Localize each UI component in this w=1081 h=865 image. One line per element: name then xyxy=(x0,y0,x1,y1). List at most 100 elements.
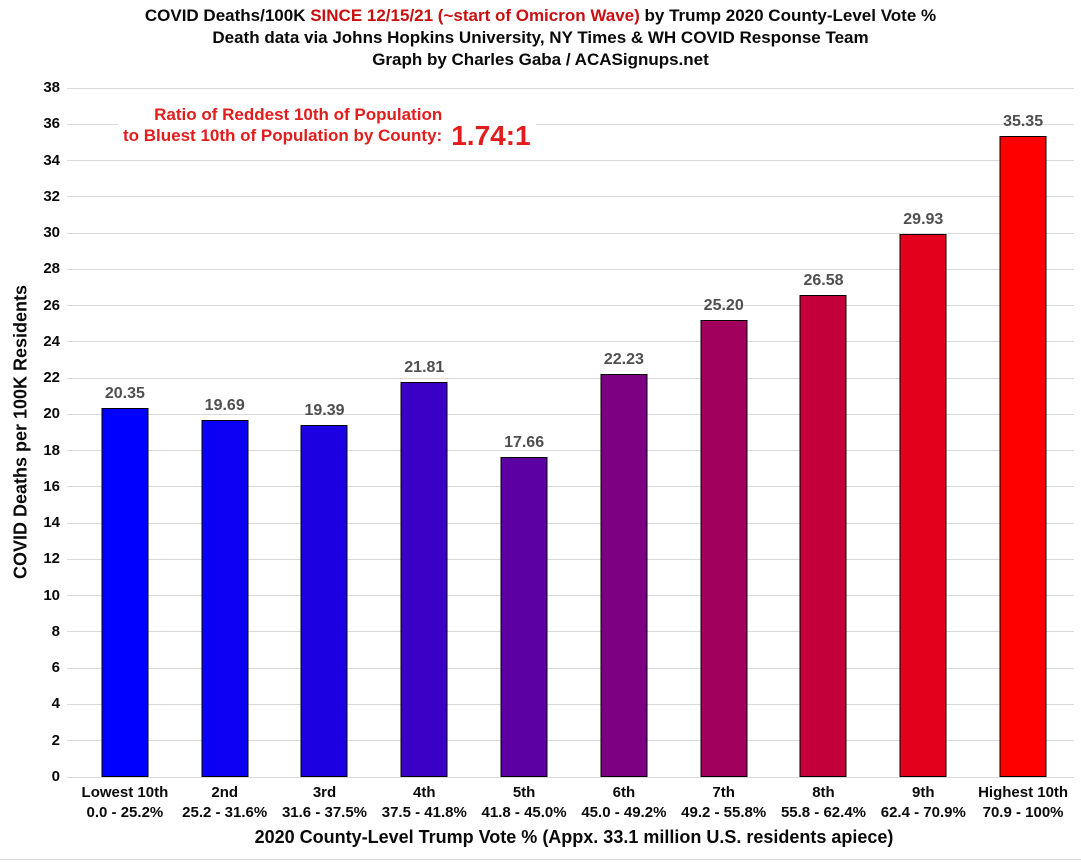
bar-value-label: 22.23 xyxy=(603,350,644,368)
x-category-label: 9th 62.4 - 70.9% xyxy=(873,783,973,823)
x-category-label: 2nd 25.2 - 31.6% xyxy=(175,783,275,823)
title-part1: COVID Deaths/100K xyxy=(144,6,311,25)
y-tick-label: 28 xyxy=(43,260,60,278)
y-tick-label: 2 xyxy=(51,731,60,749)
x-category-name: 4th xyxy=(413,784,436,801)
y-gridline xyxy=(67,776,1074,778)
x-category-name: Highest 10th xyxy=(978,784,1069,801)
bar-slot: 19.69 xyxy=(175,88,275,777)
y-tick-label: 0 xyxy=(51,768,60,785)
y-gridline xyxy=(67,341,1074,343)
y-gridline xyxy=(67,196,1074,198)
y-tick-label: 6 xyxy=(51,659,60,677)
x-category-range: 49.2 - 55.8% xyxy=(681,804,767,821)
x-axis-labels: Lowest 10th 0.0 - 25.2% 2nd 25.2 - 31.6% 3rd… xyxy=(75,783,1073,823)
bar-value-label: 21.81 xyxy=(404,358,445,376)
y-tick-label: 16 xyxy=(43,477,60,495)
y-tick-label: 24 xyxy=(43,332,60,350)
bar-value-label: 20.35 xyxy=(104,385,145,403)
ratio-annotation-text: Ratio of Reddest 10th of Population to B… xyxy=(123,104,442,146)
y-tick-label: 18 xyxy=(43,441,60,459)
bar-slot: 29.93 xyxy=(873,88,973,777)
bar-value-label: 17.66 xyxy=(504,433,545,451)
title-part2: by Trump 2020 County-Level Vote % xyxy=(639,6,937,25)
bar-value-label: 35.35 xyxy=(1003,113,1044,131)
x-category-range: 41.8 - 45.0% xyxy=(481,804,567,821)
x-category-range: 55.8 - 62.4% xyxy=(780,804,866,821)
x-category-label: 4th 37.5 - 41.8% xyxy=(374,783,474,823)
y-gridline xyxy=(67,595,1074,597)
bar-3 xyxy=(300,425,348,777)
y-tick-label: 20 xyxy=(43,405,60,423)
bar-value-label: 29.93 xyxy=(903,211,944,229)
y-tick-label: 22 xyxy=(43,369,60,387)
x-category-name: 9th xyxy=(912,784,935,801)
x-category-label: 7th 49.2 - 55.8% xyxy=(674,783,774,823)
y-gridline xyxy=(67,703,1074,705)
x-category-label: Highest 10th 70.9 - 100% xyxy=(973,783,1073,823)
y-tick-label: 32 xyxy=(43,187,60,205)
bar-slot: 19.39 xyxy=(275,88,375,777)
x-category-name: 8th xyxy=(812,784,835,801)
bar-8 xyxy=(799,295,847,777)
y-tick-label: 8 xyxy=(51,622,60,640)
title-highlight: SINCE 12/15/21 (~start of Omicron Wave) xyxy=(310,6,640,25)
x-category-name: 5th xyxy=(512,784,536,801)
bar-7 xyxy=(700,320,748,777)
plot-area: 20.35 19.69 19.39 21.81 17.66 22.23 25.20 26.58… xyxy=(67,87,1074,778)
bar-value-label: 19.69 xyxy=(204,397,245,414)
x-category-name: 2nd xyxy=(211,784,239,801)
chart-frame-bottom-edge xyxy=(0,859,1081,860)
chart-title-line1: COVID Deaths/100K SINCE 12/15/21 (~start… xyxy=(0,5,1081,27)
y-tick-label: 10 xyxy=(43,586,60,604)
y-gridline xyxy=(67,631,1074,633)
y-gridline xyxy=(67,450,1074,452)
y-tick-label: 12 xyxy=(43,550,60,568)
x-category-name: Lowest 10th xyxy=(81,784,169,801)
x-category-name: 6th xyxy=(612,784,636,801)
y-axis-title: COVID Deaths per 100K Residents xyxy=(10,284,31,580)
bar-6 xyxy=(600,373,648,777)
y-tick-label: 34 xyxy=(43,151,60,169)
y-gridline xyxy=(67,522,1074,524)
y-gridline xyxy=(67,232,1074,234)
bar-value-label: 25.20 xyxy=(703,297,744,315)
y-gridline xyxy=(67,87,1074,89)
bar-slot: 26.58 xyxy=(774,88,874,777)
ratio-value: 1.74:1 xyxy=(451,120,531,151)
bar-10 xyxy=(999,136,1047,777)
y-gridline xyxy=(67,160,1074,162)
x-category-label: 3rd 31.6 - 37.5% xyxy=(275,783,375,823)
x-category-label: 5th 41.8 - 45.0% xyxy=(474,783,574,823)
y-gridline xyxy=(67,740,1074,742)
x-category-range: 0.0 - 25.2% xyxy=(86,804,164,821)
x-category-range: 37.5 - 41.8% xyxy=(381,804,467,821)
chart-title-block: COVID Deaths/100K SINCE 12/15/21 (~start… xyxy=(0,5,1081,71)
x-category-range: 70.9 - 100% xyxy=(982,804,1064,821)
chart-title-line2: Death data via Johns Hopkins University,… xyxy=(212,28,869,47)
bar-value-label: 19.39 xyxy=(304,402,345,420)
y-tick-label: 4 xyxy=(51,695,60,713)
ratio-annotation: Ratio of Reddest 10th of Population to B… xyxy=(118,104,536,150)
y-gridline xyxy=(67,413,1074,415)
x-category-range: 25.2 - 31.6% xyxy=(182,804,268,821)
bar-slot: 21.81 xyxy=(374,88,474,777)
x-category-name: 7th xyxy=(712,784,735,801)
y-gridline xyxy=(67,305,1074,307)
y-gridline xyxy=(67,268,1074,270)
x-category-range: 62.4 - 70.9% xyxy=(880,804,966,821)
x-category-label: 6th 45.0 - 49.2% xyxy=(574,783,674,823)
chart-title-line3: Graph by Charles Gaba / ACASignups.net xyxy=(372,50,709,69)
y-gridline xyxy=(67,377,1074,379)
y-tick-label: 30 xyxy=(43,224,60,242)
bar-slot: 22.23 xyxy=(574,88,674,777)
ratio-annotation-line1: Ratio of Reddest 10th of Population xyxy=(154,105,443,124)
bar-slot: 35.35 xyxy=(973,88,1073,777)
bar-5 xyxy=(500,456,548,777)
bar-9 xyxy=(899,234,947,777)
y-gridline xyxy=(67,558,1074,560)
x-category-label: 8th 55.8 - 62.4% xyxy=(774,783,874,823)
y-gridline xyxy=(67,486,1074,488)
y-tick-label: 38 xyxy=(43,79,60,96)
